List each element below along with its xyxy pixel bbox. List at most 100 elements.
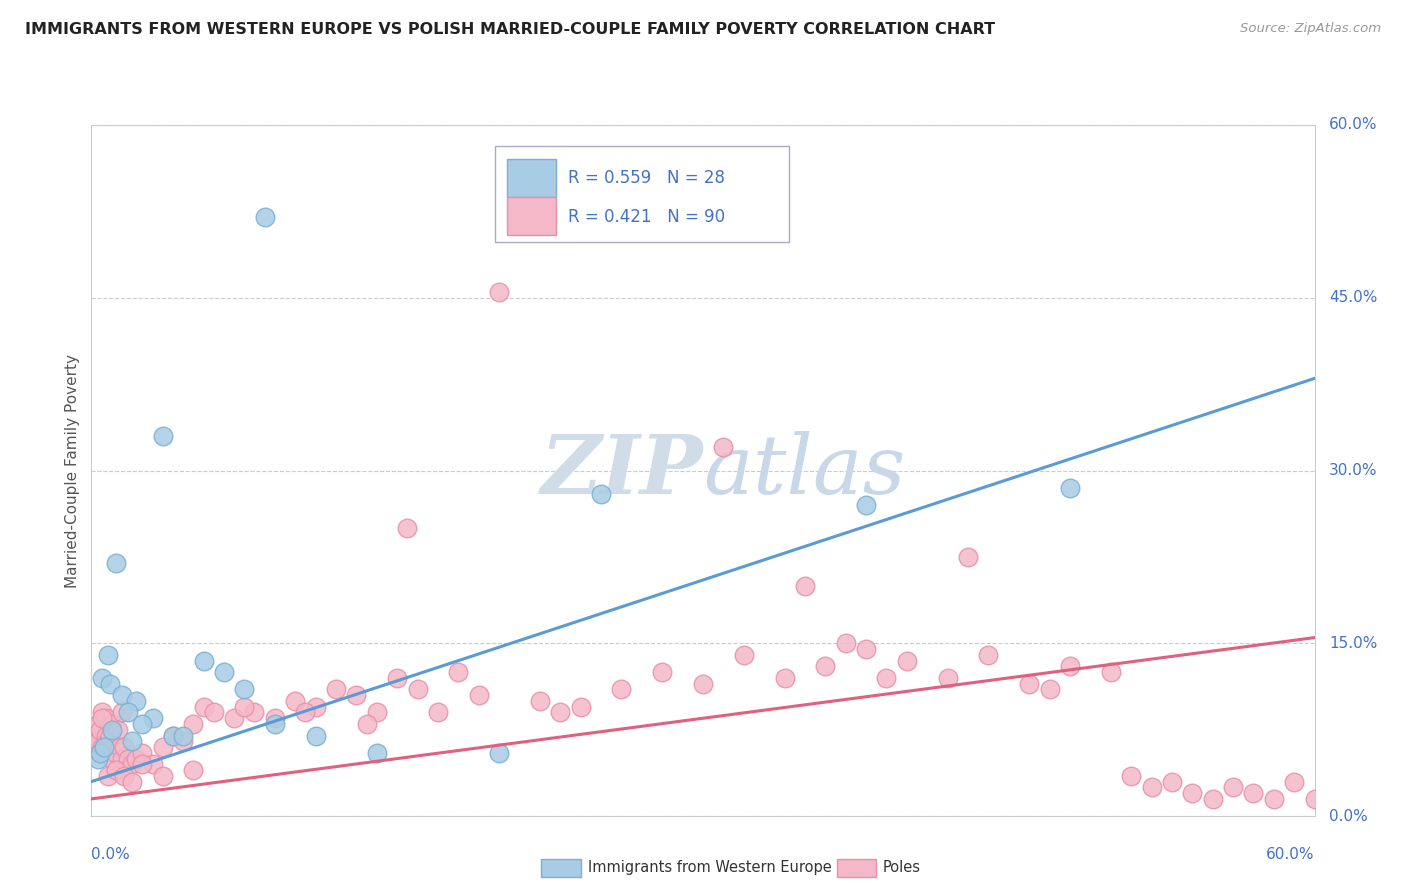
Point — [835, 636, 858, 650]
Point — [98, 729, 121, 743]
Text: Immigrants from Western Europe: Immigrants from Western Europe — [588, 861, 831, 875]
Point — [141, 757, 163, 772]
Point — [84, 729, 107, 743]
Point — [152, 429, 174, 443]
Point — [1243, 786, 1265, 800]
Point — [172, 729, 194, 743]
Point — [692, 676, 714, 690]
Point — [131, 717, 153, 731]
Point — [1059, 481, 1081, 495]
Point — [304, 699, 326, 714]
Point — [467, 688, 491, 702]
Point — [125, 751, 148, 765]
Point — [977, 648, 1000, 662]
Point — [569, 699, 592, 714]
Point — [264, 711, 287, 725]
Point — [346, 688, 368, 702]
Text: IMMIGRANTS FROM WESTERN EUROPE VS POLISH MARRIED-COUPLE FAMILY POVERTY CORRELATI: IMMIGRANTS FROM WESTERN EUROPE VS POLISH… — [25, 22, 995, 37]
Point — [111, 706, 134, 720]
Point — [94, 711, 117, 725]
Y-axis label: Married-Couple Family Poverty: Married-Couple Family Poverty — [65, 353, 80, 588]
FancyBboxPatch shape — [495, 145, 789, 243]
Point — [183, 717, 205, 731]
Point — [610, 682, 633, 697]
Text: 45.0%: 45.0% — [1329, 290, 1378, 305]
Point — [111, 751, 134, 765]
Point — [93, 740, 115, 755]
Point — [396, 521, 419, 535]
Point — [366, 746, 388, 760]
Point — [104, 746, 127, 760]
Point — [222, 711, 246, 725]
Point — [447, 665, 470, 680]
Point — [125, 694, 148, 708]
Point — [141, 711, 163, 725]
Point — [131, 757, 153, 772]
Text: ZIP: ZIP — [540, 431, 703, 510]
Point — [1303, 792, 1326, 806]
Point — [529, 694, 551, 708]
Point — [1263, 792, 1285, 806]
Point — [86, 734, 108, 748]
Point — [957, 549, 980, 564]
Point — [1018, 676, 1040, 690]
Point — [107, 723, 129, 737]
Point — [101, 723, 124, 737]
Point — [101, 751, 124, 765]
Point — [90, 740, 112, 755]
Point — [896, 654, 918, 668]
Point — [89, 746, 111, 760]
Point — [356, 717, 378, 731]
Point — [304, 729, 326, 743]
Text: atlas: atlas — [703, 431, 905, 510]
Point — [794, 579, 817, 593]
Point — [814, 659, 837, 673]
Point — [1099, 665, 1122, 680]
Point — [591, 486, 613, 500]
Text: 0.0%: 0.0% — [91, 847, 131, 863]
Text: 15.0%: 15.0% — [1329, 636, 1378, 651]
Point — [112, 740, 135, 755]
Point — [651, 665, 673, 680]
Text: 0.0%: 0.0% — [1329, 809, 1368, 823]
Point — [1039, 682, 1062, 697]
Point — [243, 706, 266, 720]
Text: 60.0%: 60.0% — [1329, 118, 1378, 132]
Point — [93, 746, 115, 760]
Point — [108, 740, 131, 755]
Text: R = 0.421   N = 90: R = 0.421 N = 90 — [568, 208, 725, 226]
Point — [162, 729, 184, 743]
Point — [488, 285, 510, 299]
Text: 60.0%: 60.0% — [1267, 847, 1315, 863]
Point — [212, 665, 235, 680]
Point — [1161, 774, 1184, 789]
Point — [101, 717, 124, 731]
Point — [89, 723, 111, 737]
Point — [325, 682, 347, 697]
Point — [152, 740, 174, 755]
Point — [131, 746, 153, 760]
Point — [550, 706, 572, 720]
Point — [733, 648, 755, 662]
Point — [90, 671, 112, 685]
Point — [117, 751, 139, 765]
Point — [264, 717, 287, 731]
Point — [193, 654, 215, 668]
Point — [121, 734, 143, 748]
Point — [406, 682, 429, 697]
Point — [89, 746, 111, 760]
Point — [152, 769, 174, 783]
Point — [172, 734, 194, 748]
Point — [90, 711, 112, 725]
Point — [111, 688, 134, 702]
Text: 30.0%: 30.0% — [1329, 463, 1378, 478]
Point — [233, 682, 256, 697]
Point — [488, 746, 510, 760]
Point — [1121, 769, 1143, 783]
Point — [86, 717, 108, 731]
Point — [202, 706, 225, 720]
Point — [855, 498, 877, 512]
Point — [86, 751, 108, 765]
Point — [855, 642, 877, 657]
Point — [97, 734, 120, 748]
